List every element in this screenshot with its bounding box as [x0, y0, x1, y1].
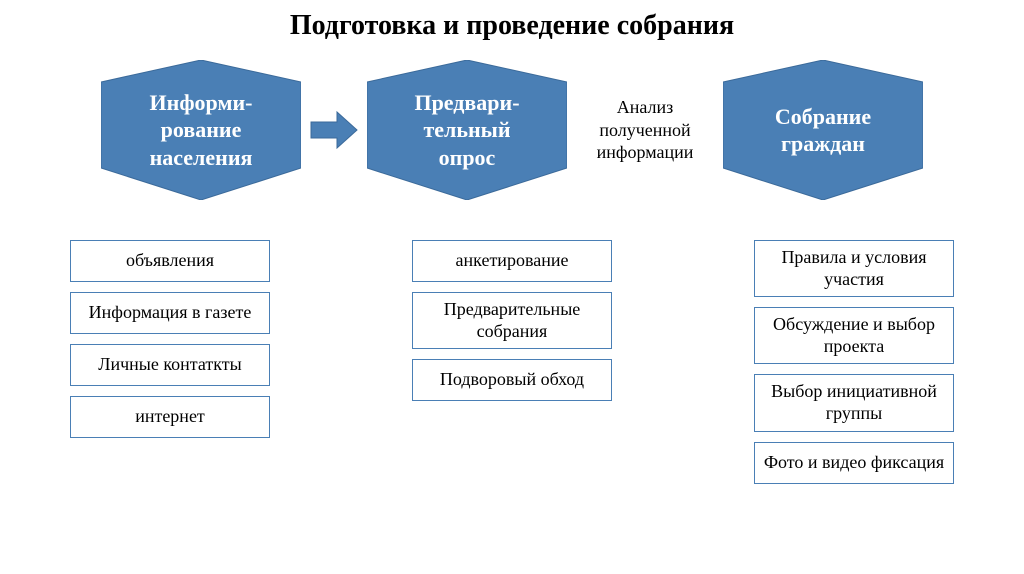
flow-arrow-1	[309, 110, 359, 150]
item-box: Личные контаткты	[70, 344, 270, 386]
column-1: объявления Информация в газете Личные конт…	[70, 240, 270, 484]
item-box: анкетирование	[412, 240, 612, 282]
item-box: Подворовый обход	[412, 359, 612, 401]
item-box: объявления	[70, 240, 270, 282]
stage-label-3: Собраниеграждан	[775, 103, 871, 158]
column-3: Правила и условия участия Обсуждение и вы…	[754, 240, 954, 484]
stages-row: Информи-рованиенаселения Предвари-тельны…	[0, 60, 1024, 200]
item-box: интернет	[70, 396, 270, 438]
item-box: Фото и видео фиксация	[754, 442, 954, 484]
stage-banner-1: Информи-рованиенаселения	[101, 60, 301, 200]
stage-label-1: Информи-рованиенаселения	[150, 89, 253, 172]
diagram-title: Подготовка и проведение собрания	[0, 0, 1024, 42]
item-box: Предварительные собрания	[412, 292, 612, 349]
item-box: Правила и условия участия	[754, 240, 954, 297]
stage-banner-3: Собраниеграждан	[723, 60, 923, 200]
stage-banner-2: Предвари-тельныйопрос	[367, 60, 567, 200]
between-label: Анализполученнойинформации	[575, 96, 715, 164]
columns-area: объявления Информация в газете Личные конт…	[0, 240, 1024, 484]
stage-label-2: Предвари-тельныйопрос	[414, 89, 519, 172]
item-box: Обсуждение и выбор проекта	[754, 307, 954, 364]
item-box: Выбор инициативной группы	[754, 374, 954, 431]
column-2: анкетирование Предварительные собрания Под…	[412, 240, 612, 484]
item-box: Информация в газете	[70, 292, 270, 334]
arrow-icon	[309, 110, 359, 150]
